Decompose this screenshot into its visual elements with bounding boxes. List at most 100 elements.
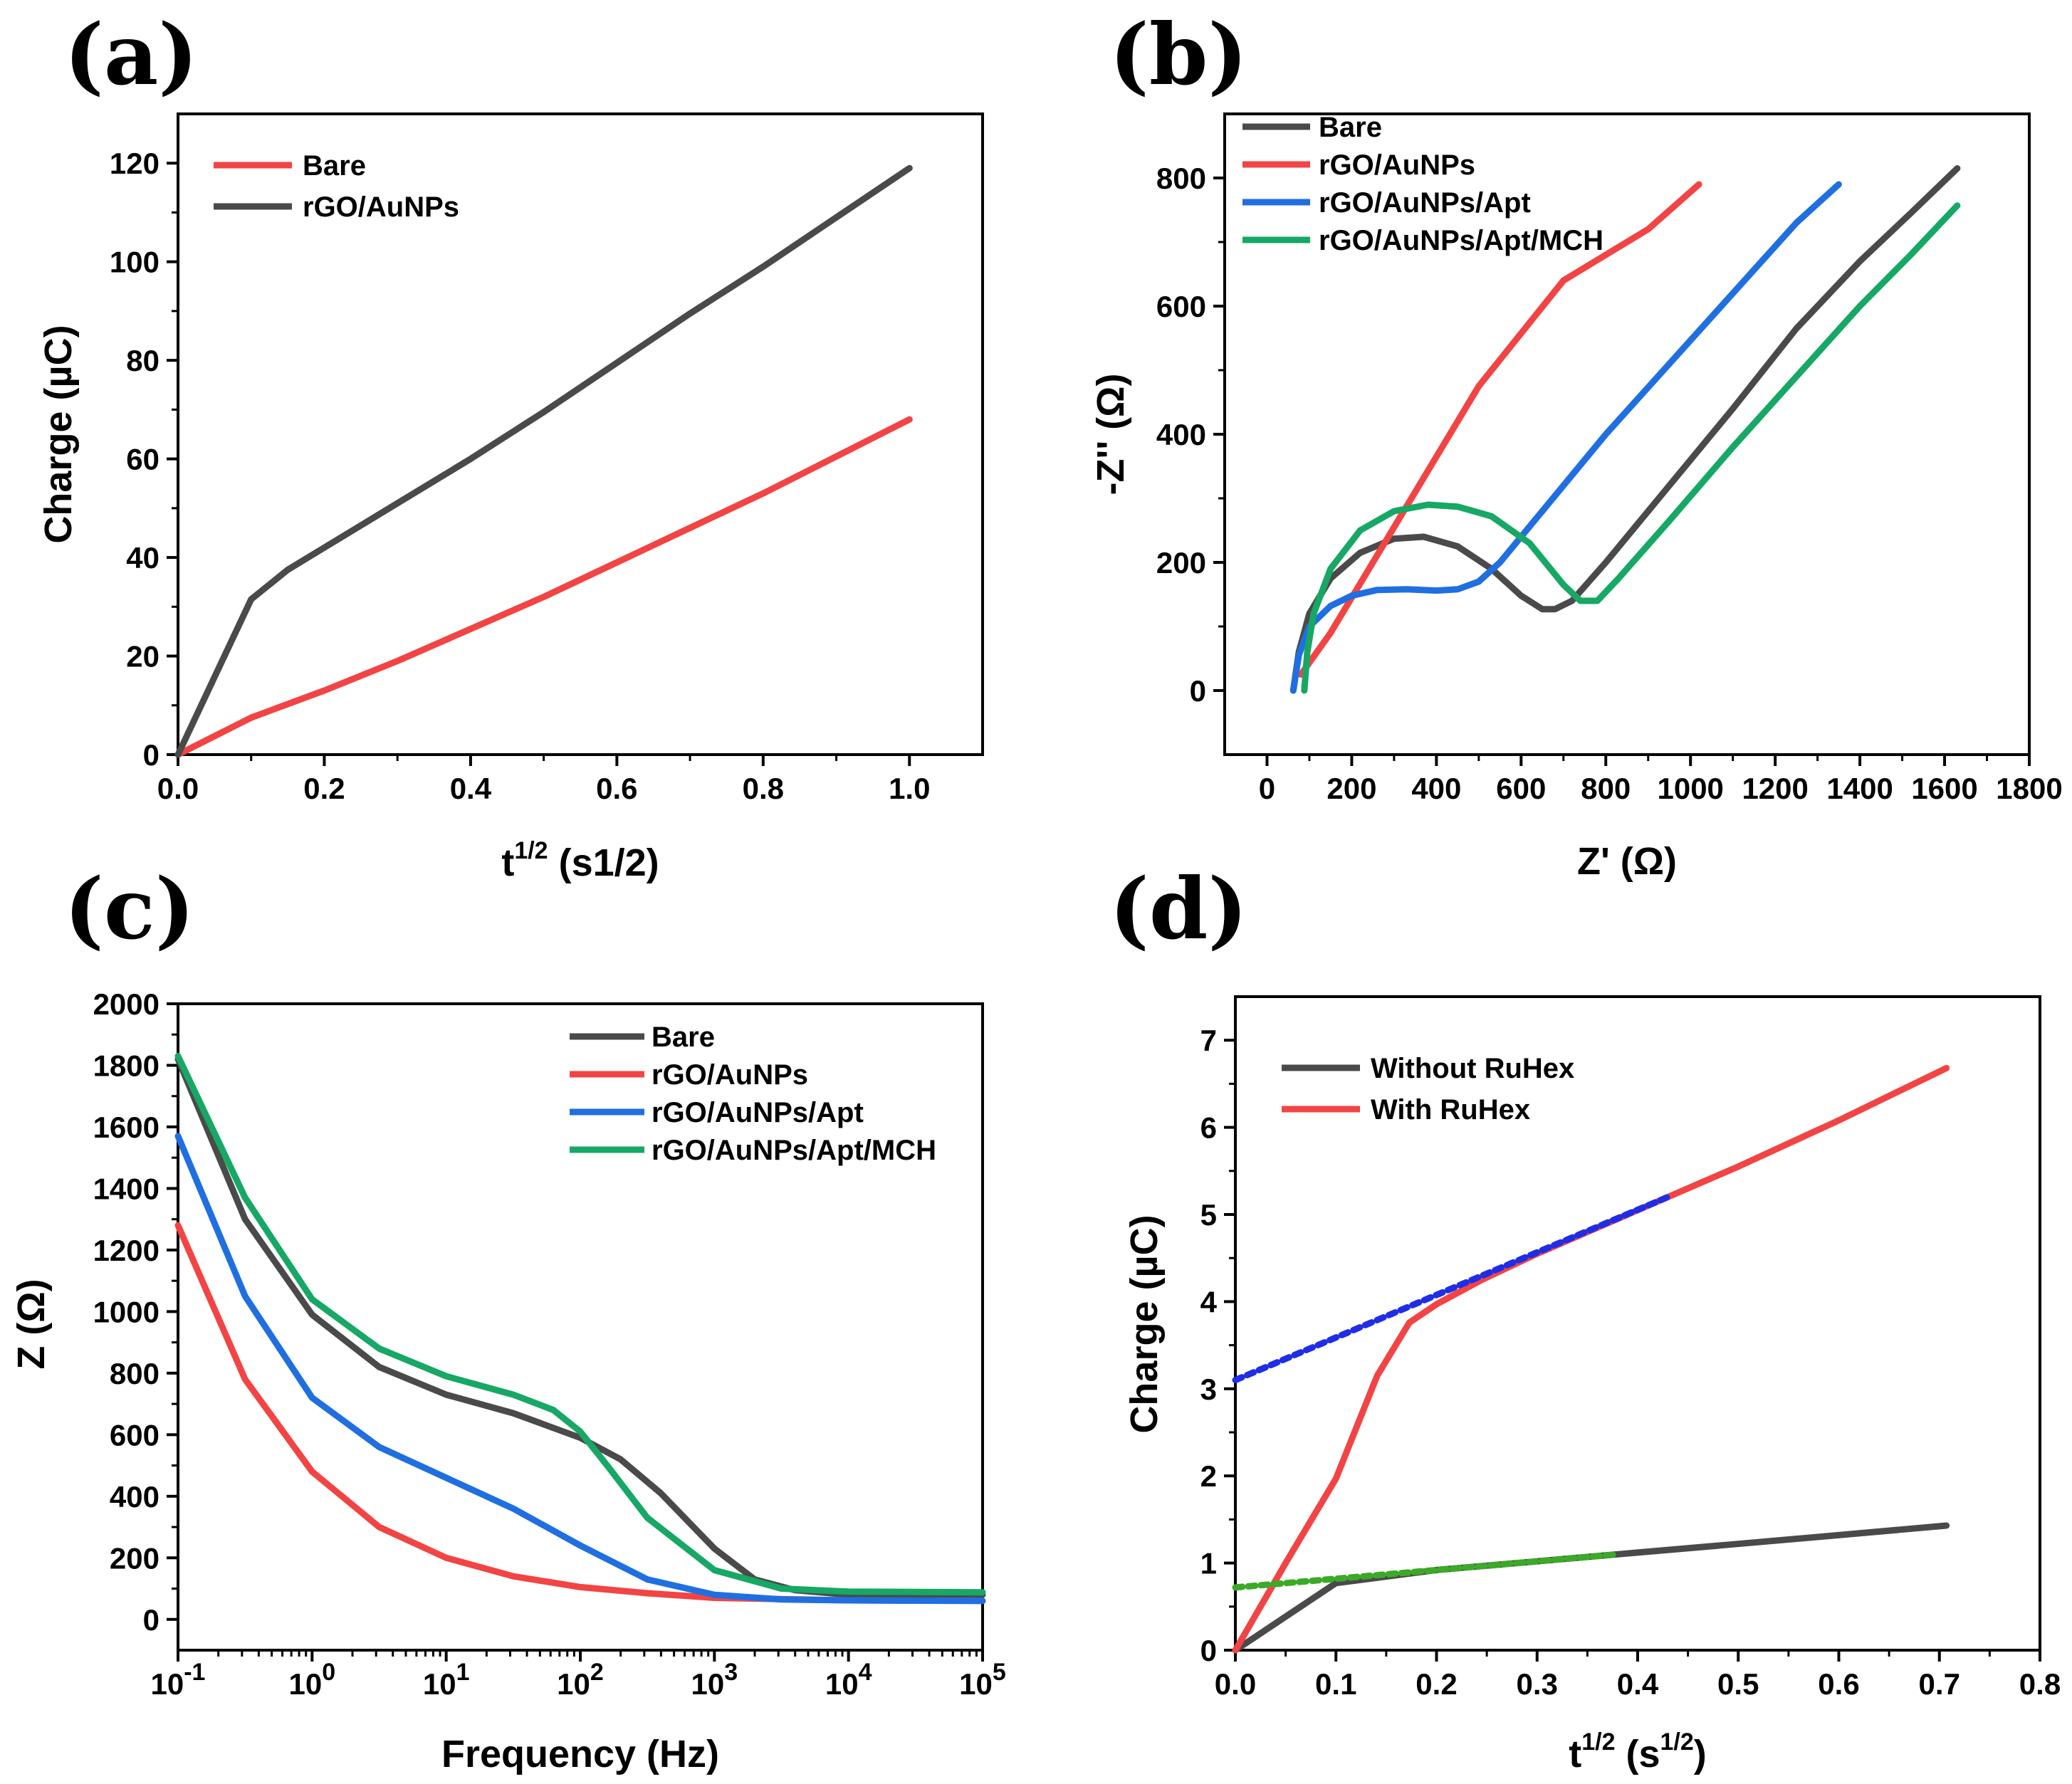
y-tick-label: 600 (1156, 290, 1206, 323)
y-tick-label: 1200 (93, 1234, 159, 1267)
x-tick-label: 0.4 (1617, 1667, 1659, 1701)
panel-b-x-axis-title: Z' (Ω) (1577, 840, 1677, 883)
x-tick-label: 800 (1581, 772, 1631, 805)
x-tick-label: 0.1 (1315, 1667, 1356, 1701)
y-tick-label: 2 (1200, 1459, 1217, 1493)
panel-c-series (174, 1053, 986, 1605)
x-tick-label: 0.2 (1416, 1667, 1457, 1701)
panel-a-series (174, 164, 913, 758)
legend-label-rgo-aunps-apt: rGO/AuNPs/Apt (1319, 187, 1531, 219)
series-rgo-aunps (174, 164, 913, 758)
y-tick-label: 20 (126, 640, 159, 673)
panel-a: (a) 0.0 0.2 0.4 0.6 0.8 1.0 0 20 40 60 80 100 120 t… (37, 5, 984, 884)
panel-d-ticks (1224, 1039, 2041, 1662)
legend-label-rgo-aunps-apt-mch: rGO/AuNPs/Apt/MCH (1319, 225, 1603, 256)
series-bare (1289, 165, 1961, 694)
y-tick-label: 800 (110, 1357, 159, 1390)
x-tick-label: 102 (557, 1659, 604, 1701)
x-tick-label: 0.2 (303, 772, 345, 805)
panel-c-ticks (167, 1002, 984, 1662)
panel-b: (b) 0 200 400 600 800 1000 1200 1400 1600 1800 0 2… (1089, 5, 2063, 883)
x-tick-label: 0.0 (1215, 1667, 1256, 1701)
y-tick-label: 4 (1200, 1285, 1218, 1318)
x-tick-label: 0.0 (157, 772, 199, 805)
panel-c-legend: Bare rGO/AuNPs rGO/AuNPs/Apt rGO/AuNPs/A… (570, 1022, 936, 1166)
x-tick-label: 1.0 (889, 772, 930, 805)
y-tick-label: 2000 (93, 987, 159, 1021)
legend-label-rgo-aunps: rGO/AuNPs (303, 191, 459, 223)
y-tick-label: 3 (1200, 1373, 1217, 1406)
x-tick-label: 0.6 (1818, 1667, 1859, 1701)
x-tick-label: 0.8 (743, 772, 784, 805)
x-tick-label: 100 (289, 1659, 336, 1701)
y-tick-label: 200 (1156, 546, 1206, 579)
panel-b-series (1289, 165, 1961, 694)
x-tick-label: 0.6 (596, 772, 637, 805)
x-tick-label: 0.4 (450, 772, 492, 805)
series-rgo-aunps-apt (1289, 181, 1842, 694)
y-tick-label: 6 (1200, 1111, 1217, 1145)
panel-b-label: (b) (1109, 5, 1247, 104)
y-tick-label: 100 (110, 246, 159, 279)
legend-label-bare: Bare (1319, 112, 1382, 143)
panel-c-label: (c) (64, 859, 195, 958)
series-with-ruhex (1232, 1064, 1950, 1654)
panel-c-y-axis-title: Z (Ω) (10, 1279, 53, 1369)
y-tick-label: 800 (1156, 162, 1206, 195)
legend-label-without-ruhex: Without RuHex (1371, 1053, 1574, 1084)
panel-c: (c) 10-1 100 101 102 103 104 105 0 200 400 600 800… (10, 859, 1006, 1775)
panel-a-x-tick-labels: 0.0 0.2 0.4 0.6 0.8 1.0 (157, 772, 931, 805)
x-tick-label: 0.7 (1919, 1667, 1960, 1701)
x-tick-label: 0.8 (2019, 1667, 2061, 1701)
legend-label-rgo-aunps: rGO/AuNPs (652, 1059, 808, 1091)
x-tick-label: 200 (1327, 772, 1376, 805)
panel-d-x-tick-labels: 0.0 0.1 0.2 0.3 0.4 0.5 0.6 0.7 0.8 (1215, 1667, 2061, 1701)
y-tick-label: 200 (110, 1541, 159, 1575)
legend-label-rgo-aunps-apt-mch: rGO/AuNPs/Apt/MCH (652, 1135, 936, 1166)
y-tick-label: 7 (1200, 1024, 1217, 1057)
series-rgo-aunps-apt-mch (174, 1053, 986, 1596)
panel-c-x-tick-labels: 10-1 100 101 102 103 104 105 (151, 1659, 1006, 1701)
x-tick-label: 1800 (1996, 772, 2062, 805)
x-tick-label: 10-1 (151, 1659, 206, 1701)
panel-a-label: (a) (64, 5, 198, 104)
y-tick-label: 0 (1190, 674, 1206, 708)
panel-d-y-tick-labels: 0 1 2 3 4 5 6 7 (1200, 1024, 1218, 1667)
panel-b-x-tick-labels: 0 200 400 600 800 1000 1200 1400 1600 1800 (1259, 772, 2063, 805)
x-tick-label: 104 (825, 1659, 872, 1701)
panel-d-label: (d) (1109, 859, 1247, 958)
series-bare (174, 416, 913, 758)
y-tick-label: 1 (1200, 1547, 1217, 1580)
x-tick-label: 600 (1496, 772, 1546, 805)
series-without-ruhex (1232, 1522, 1950, 1654)
y-tick-label: 400 (110, 1480, 159, 1513)
x-tick-label: 0.5 (1717, 1667, 1759, 1701)
legend-label-rgo-aunps: rGO/AuNPs (1319, 149, 1475, 181)
x-tick-label: 103 (691, 1659, 738, 1701)
panel-d-x-axis-title: t1/2 (s1/2) (1569, 1728, 1707, 1775)
y-tick-label: 0 (1200, 1634, 1217, 1667)
y-tick-label: 80 (126, 344, 159, 377)
x-tick-label: 1600 (1911, 772, 1977, 805)
y-tick-label: 1600 (93, 1111, 159, 1144)
panel-a-y-axis-title: Charge (µC) (37, 325, 80, 543)
panel-b-y-axis-title: -Z'' (Ω) (1089, 374, 1132, 495)
x-tick-label: 400 (1411, 772, 1461, 805)
x-tick-label: 1000 (1657, 772, 1723, 805)
panel-b-ticks (1213, 177, 2031, 766)
y-tick-label: 5 (1200, 1198, 1217, 1232)
panel-a-ticks (167, 162, 911, 766)
series-fit-with-ruhex (1232, 1194, 1671, 1384)
panel-d: (d) 0.0 0.1 0.2 0.3 0.4 0.5 0.6 0.7 0.8 0 1 2 3 4 5 6 7… (1109, 859, 2061, 1775)
x-tick-label: 105 (959, 1659, 1006, 1701)
legend-label-bare: Bare (303, 150, 366, 182)
panel-d-legend: Without RuHex With RuHex (1282, 1053, 1574, 1126)
y-tick-label: 1800 (93, 1049, 159, 1082)
y-tick-label: 600 (110, 1418, 159, 1452)
panel-c-y-tick-labels: 0 200 400 600 800 1000 1200 1400 1600 1800 2000 (93, 987, 159, 1637)
series-rgo-aunps (1297, 181, 1702, 678)
y-tick-label: 1400 (93, 1172, 159, 1205)
series-fit-without-ruhex (1232, 1550, 1621, 1591)
panel-a-y-tick-labels: 0 20 40 60 80 100 120 (110, 147, 159, 772)
